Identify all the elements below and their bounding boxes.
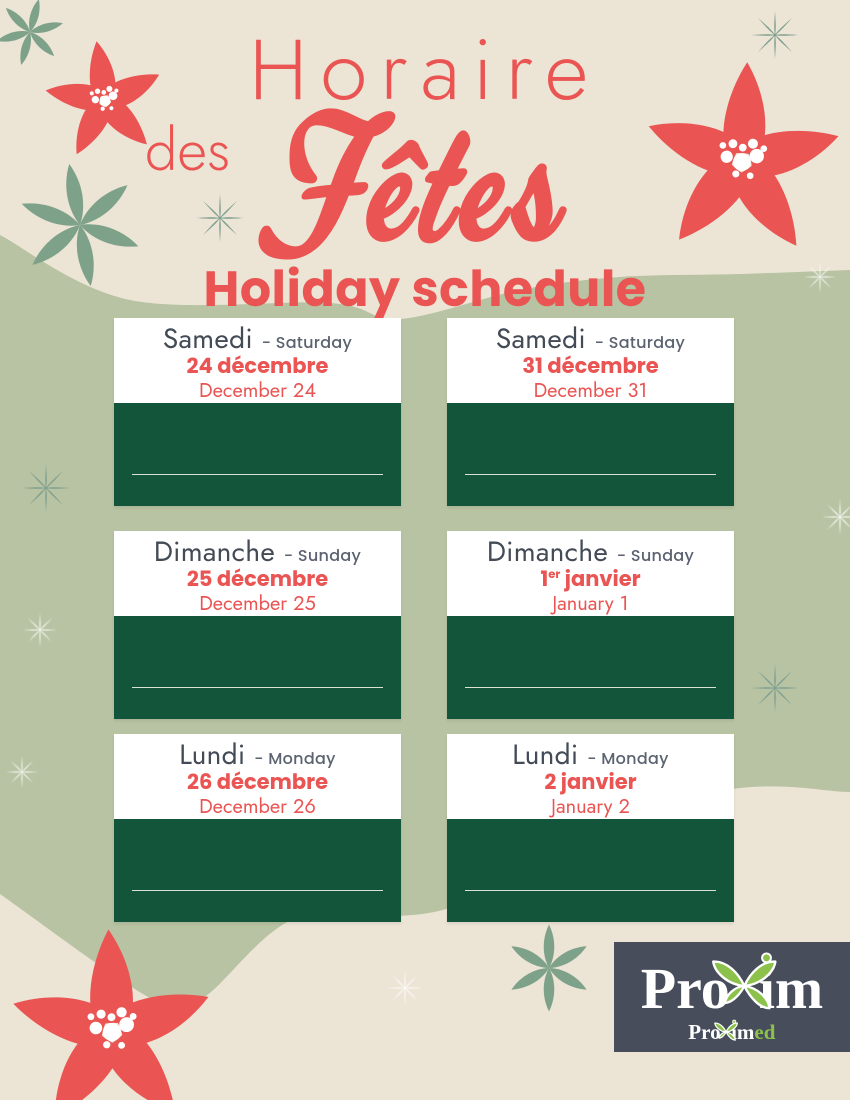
svg-text:Proxim: Proxim: [641, 956, 824, 1021]
svg-text:Proximed: Proximed: [688, 1020, 775, 1044]
